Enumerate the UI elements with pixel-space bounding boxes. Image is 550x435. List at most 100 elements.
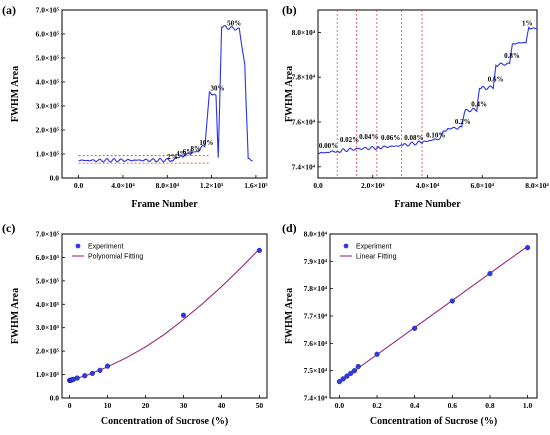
y-tick-label: 7.5×10⁴ [304,366,328,375]
y-tick-label: 7.6×10⁴ [304,339,328,348]
data-point [256,247,263,254]
data-point [180,312,187,318]
y-tick-label: 1.0×10⁵ [36,370,60,379]
y-tick-label: 4.0×10⁵ [36,78,60,87]
panel-a: (a) 0.0 4.0×10⁴ 8.0×10⁴ 1.2×10⁵ 1.6×10⁵ 0.0 1.… [2,3,268,210]
y-tick-label: 2.0×10⁵ [36,347,60,356]
step-annotation: 0.02% [340,136,359,144]
step-annotation: 0.04% [359,133,378,141]
legend-marker-experiment [343,243,349,249]
panel-b: (b) 0.0 2.0×10⁴ 4.0×10⁴ 6.0×10⁴ 8.0×10⁴ 7.4×1… [282,3,549,210]
y-tick-label: 7.4×10⁴ [304,394,328,403]
step-annotation: 30% [210,84,224,92]
y-tick-label: 7.4×10⁴ [292,162,316,171]
x-tick-label: 50 [256,401,264,410]
y-tick-label: 5.0×10⁵ [36,54,60,63]
y-tick-label: 1.0×10⁵ [36,150,60,159]
legend-label-experiment: Experiment [356,244,391,251]
data-point [344,373,350,379]
series-line [78,25,253,163]
step-annotation: 2% [167,153,178,161]
y-tick-label: 7.0×10⁵ [36,6,60,15]
y-axis-label: FWHM Area [284,66,295,122]
x-axis-label: Frame Number [131,199,198,210]
x-tick-label: 0.0 [335,401,345,410]
panel-label-c: (c) [2,221,15,235]
data-point [336,379,343,385]
step-annotation: 8% [191,145,202,153]
panel-label-d: (d) [282,221,297,235]
x-tick-label: 8.0×10⁴ [525,181,549,190]
data-point [355,363,361,370]
x-tick-label: 8.0×10⁴ [156,181,180,190]
plot-frame [61,233,268,399]
data-point [340,376,346,382]
y-tick-label: 6.0×10⁵ [36,253,60,262]
step-annotation: 0.06% [381,134,400,142]
data-point [374,351,380,357]
data-point [89,370,95,377]
y-tick-label: 8.0×10⁴ [292,28,316,37]
y-tick-label: 0.0 [50,394,60,403]
x-tick-label: 30 [180,401,188,410]
x-tick-label: 1.0 [523,401,533,410]
y-tick-label: 3.0×10⁵ [36,323,60,332]
plot-frame [317,9,538,179]
data-point [97,367,103,373]
x-tick-label: 2.0×10⁴ [361,181,385,190]
y-axis-label: FWHM Area [10,288,21,344]
panel-d: (d) 0.0 0.2 0.4 0.6 0.8 1.0 7.4×10⁴ 7.5×10⁴ 7.6×… [282,221,538,427]
step-annotation: 0.8% [504,52,520,60]
x-tick-label: 4.0×10⁴ [111,181,135,190]
data-point [524,245,531,251]
x-tick-label: 6.0×10⁴ [471,181,495,190]
y-tick-label: 4.0×10⁵ [36,300,60,309]
legend-label-experiment: Experiment [88,244,123,251]
x-tick-label: 0.0 [313,181,323,190]
panel-label-a: (a) [2,3,16,17]
panel-c: (c) 0 10 20 30 40 50 0.0 1.0×10⁵ 2.0×10⁵ 3.0×10⁵ 4… [2,221,268,427]
step-annotation: 6% [183,148,194,156]
y-tick-label: 8.0×10⁴ [304,230,328,239]
y-tick-label: 7.0×10⁵ [36,230,60,239]
step-annotation: 0.2% [455,118,471,126]
x-tick-label: 0.2 [372,401,382,410]
x-tick-label: 1.6×10⁵ [244,181,268,190]
step-annotation: 0.08% [404,134,423,142]
step-annotation: 0.00% [319,142,338,150]
x-tick-label: 20 [142,401,150,410]
x-tick-label: 10 [104,401,112,410]
step-annotation: 0.4% [471,100,487,108]
data-point [449,298,455,304]
step-annotation: 0.10% [426,132,445,140]
panel-label-b: (b) [282,3,297,17]
x-tick-label: 40 [218,401,226,410]
y-tick-label: 7.7×10⁴ [304,312,328,321]
y-tick-label: 7.6×10⁴ [292,118,316,127]
y-tick-label: 2.0×10⁵ [36,126,60,135]
legend-marker-experiment [75,243,81,249]
series-line [317,26,537,155]
data-point [412,325,418,331]
data-point [104,363,111,369]
step-annotation: 0.6% [488,76,504,84]
y-tick-label: 3.0×10⁵ [36,102,60,111]
legend-label-fit: Linear Fitting [356,254,397,261]
step-annotation: 50% [227,20,241,28]
data-point [82,373,88,379]
data-point [348,370,354,377]
x-tick-label: 0.6 [448,401,458,410]
y-tick-label: 0.0 [50,174,60,183]
data-point [351,368,358,374]
y-tick-label: 7.8×10⁴ [292,73,316,82]
y-tick-label: 7.8×10⁴ [304,284,328,293]
x-tick-label: 4.0×10⁴ [416,181,440,190]
x-tick-label: 1.2×10⁵ [200,181,224,190]
fit-line [339,245,528,383]
plot-frame [61,9,268,179]
y-tick-label: 5.0×10⁵ [36,276,60,285]
step-annotation: 10% [199,139,213,147]
x-axis-label: Frame Number [394,199,461,210]
data-point [487,271,493,277]
